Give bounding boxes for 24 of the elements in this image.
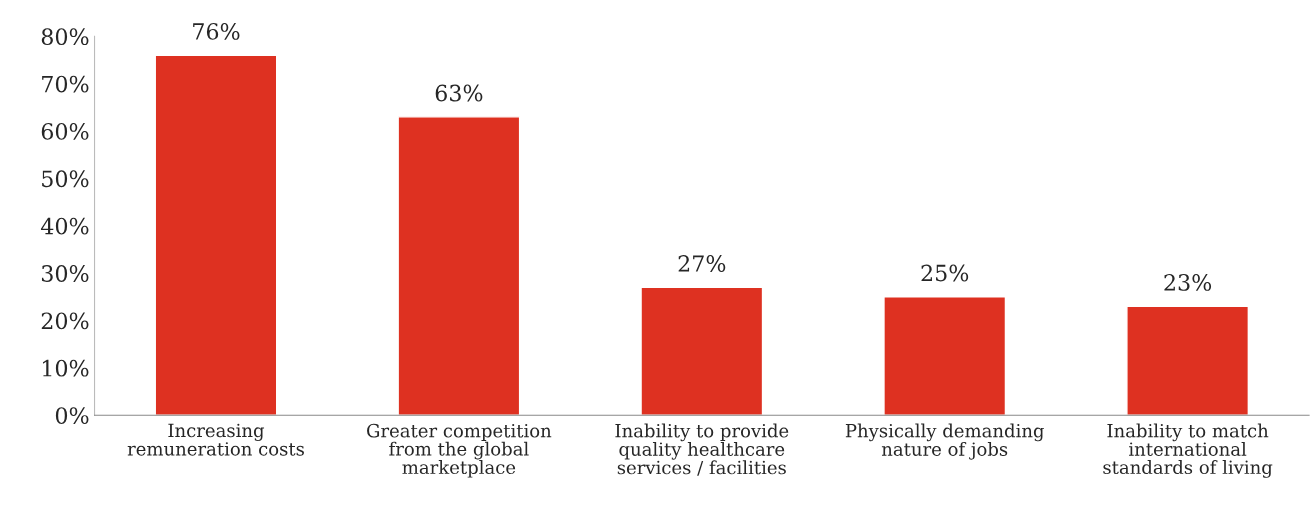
y-tick-label: 60%	[41, 123, 89, 140]
bar	[640, 286, 764, 416]
x-tick-label: Greater competition from the global marketplace	[367, 423, 552, 478]
bar	[1126, 305, 1250, 416]
data-label: 23%	[1164, 274, 1212, 291]
x-tick-label: Inability to match international standards of living	[1103, 423, 1273, 478]
x-tick-label: Inability to provide quality healthcare services / facilities	[615, 423, 789, 476]
data-label: 25%	[921, 264, 969, 282]
data-label: 76%	[193, 23, 240, 40]
x-tick-label: Physically demanding nature of jobs	[845, 423, 1044, 460]
x-tick-label: Increasing remuneration costs	[127, 423, 304, 456]
y-tick-label: 40%	[40, 217, 89, 235]
y-tick-label: 70%	[42, 75, 89, 93]
y-tick-label: 30%	[41, 265, 89, 282]
bar	[154, 54, 278, 416]
data-label: 27%	[678, 255, 726, 272]
y-tick-label: 80%	[41, 28, 89, 46]
data-label: 63%	[435, 84, 483, 102]
y-tick-label: 20%	[41, 312, 89, 330]
y-tick-label: 0%	[55, 407, 89, 424]
bar	[397, 116, 521, 416]
bar	[883, 296, 1007, 416]
y-tick-label: 50%	[42, 170, 89, 188]
y-tick-label: 10%	[42, 359, 89, 377]
